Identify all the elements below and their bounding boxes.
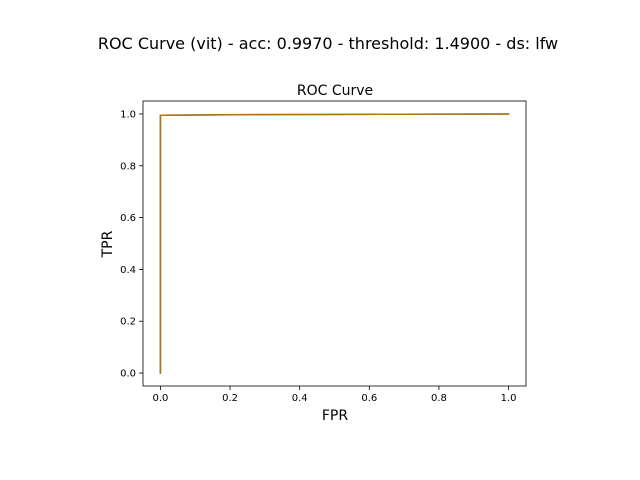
x-axis-label: FPR [322,408,348,424]
y-tick-label: 0.2 [120,317,136,328]
y-tick-label: 0.8 [120,161,136,172]
roc-series-line-2 [159,113,510,374]
y-tick-label: 0.0 [120,369,136,380]
x-tick-label: 1.0 [501,393,517,404]
y-tick-label: 1.0 [120,109,136,120]
x-tick-label: 0.0 [152,393,168,404]
roc-series-line-1 [159,113,510,374]
y-axis-label: TPR [100,230,116,258]
x-tick-label: 0.2 [222,393,238,404]
figure-suptitle: ROC Curve (vit) - acc: 0.9970 - threshol… [98,34,558,53]
x-tick-label: 0.6 [361,393,377,404]
axes-frame [142,100,527,387]
chart-title: ROC Curve [297,83,373,99]
y-tick-label: 0.6 [120,213,136,224]
y-tick-label: 0.4 [120,265,136,276]
plot-area: 0.0 0.2 0.4 0.6 0.8 1.0 0.0 0.2 0.4 0.6 0.8 1.0 [120,100,527,404]
x-tick-label: 0.8 [431,393,447,404]
x-tick-label: 0.4 [292,393,308,404]
